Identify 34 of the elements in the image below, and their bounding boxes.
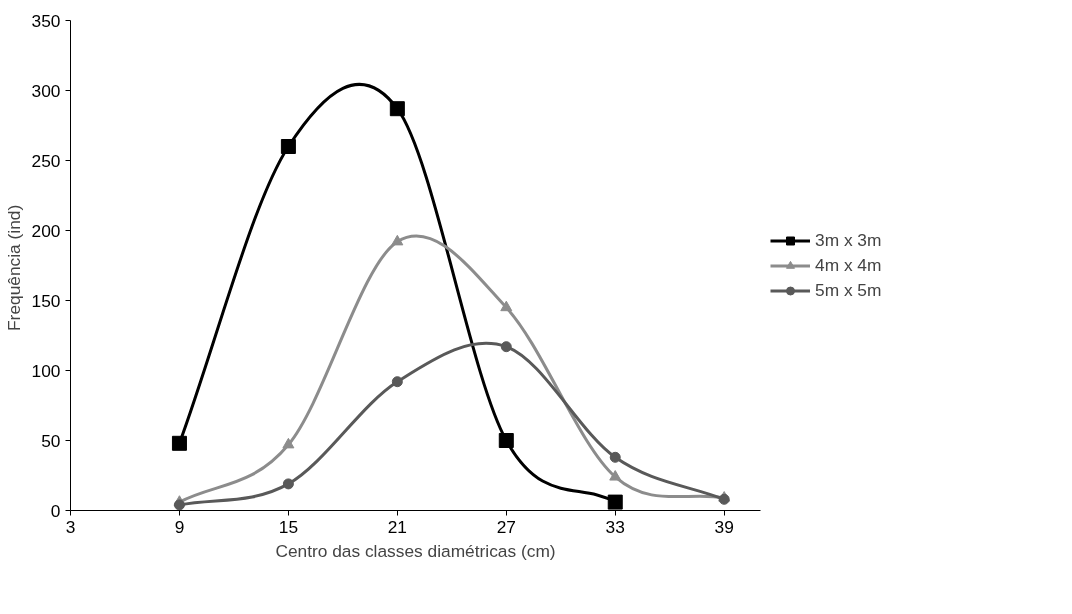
point <box>500 300 513 312</box>
point <box>607 494 623 510</box>
y-tick-label: 50 <box>41 430 61 451</box>
legend-label: 4m x 4m <box>815 254 882 276</box>
point <box>389 101 405 117</box>
x-axis-title: Centro das classes diamétricas (cm) <box>275 540 556 561</box>
x-tick-label: 9 <box>174 516 185 537</box>
y-tick-label: 0 <box>50 500 61 521</box>
point <box>500 341 512 353</box>
point <box>171 435 187 451</box>
y-tick-label: 250 <box>31 150 61 171</box>
point <box>282 478 294 490</box>
point <box>280 139 296 154</box>
legend-label: 5m x 5m <box>815 279 882 301</box>
x-tick-label: 3 <box>65 516 76 537</box>
point <box>391 376 403 388</box>
x-tick-label: 39 <box>714 516 734 537</box>
point <box>282 437 295 449</box>
x-tick-label: 33 <box>605 516 625 537</box>
x-tick-label: 21 <box>387 516 407 537</box>
y-tick-label: 300 <box>31 80 61 101</box>
point <box>609 470 622 481</box>
x-tick-label: 15 <box>278 516 299 537</box>
y-tick-label: 100 <box>31 360 61 381</box>
point <box>391 234 404 246</box>
point <box>609 451 621 463</box>
y-tick-label: 150 <box>31 290 61 311</box>
point <box>498 433 514 448</box>
x-tick-label: 27 <box>496 516 516 537</box>
point <box>173 499 185 511</box>
legend-label: 3m x 3m <box>815 229 882 251</box>
y-tick-label: 350 <box>31 10 61 31</box>
y-tick-label: 200 <box>31 220 61 241</box>
y-axis-title: Frequência (ind) <box>3 204 24 331</box>
